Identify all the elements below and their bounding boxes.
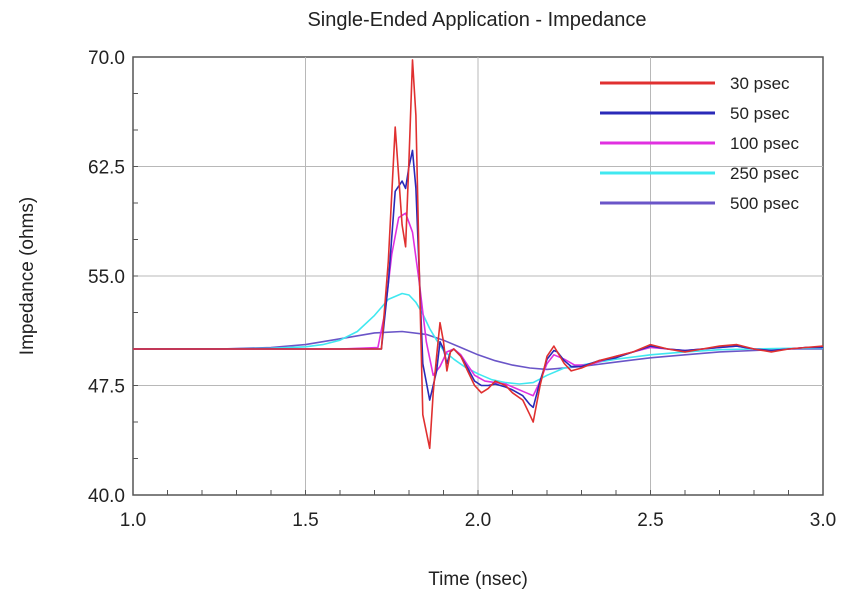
y-tick-label: 55.0 xyxy=(88,267,125,288)
y-tick-label: 62.5 xyxy=(88,158,125,179)
legend-label-30-psec: 30 psec xyxy=(730,74,790,93)
x-tick-label: 1.5 xyxy=(292,510,318,531)
grid-lines xyxy=(133,57,823,495)
x-axis-ticks: 1.0 1.5 2.0 2.5 3.0 xyxy=(120,490,836,531)
chart-title: Single-Ended Application - Impedance xyxy=(307,9,646,31)
x-tick-label: 2.5 xyxy=(637,510,663,531)
x-axis-title: Time (nsec) xyxy=(428,569,528,590)
legend-label-250-psec: 250 psec xyxy=(730,164,799,183)
y-axis-title: Impedance (ohms) xyxy=(17,197,38,355)
series-line-30-psec xyxy=(133,59,824,450)
x-tick-label: 3.0 xyxy=(810,510,836,531)
legend-label-50-psec: 50 psec xyxy=(730,104,790,123)
series-lines xyxy=(133,59,824,450)
legend: 30 psec 50 psec 100 psec 250 psec 500 psec xyxy=(600,74,799,213)
legend-label-500-psec: 500 psec xyxy=(730,194,799,213)
y-tick-label: 70.0 xyxy=(88,48,125,69)
series-line-500-psec xyxy=(133,330,823,371)
x-tick-label: 2.0 xyxy=(465,510,491,531)
series-line-250-psec xyxy=(133,292,823,385)
legend-label-100-psec: 100 psec xyxy=(730,134,799,153)
y-axis-ticks: 40.0 47.5 55.0 62.5 70.0 xyxy=(88,48,138,507)
y-tick-label: 47.5 xyxy=(88,377,125,398)
x-tick-label: 1.0 xyxy=(120,510,146,531)
y-tick-label: 40.0 xyxy=(88,486,125,507)
